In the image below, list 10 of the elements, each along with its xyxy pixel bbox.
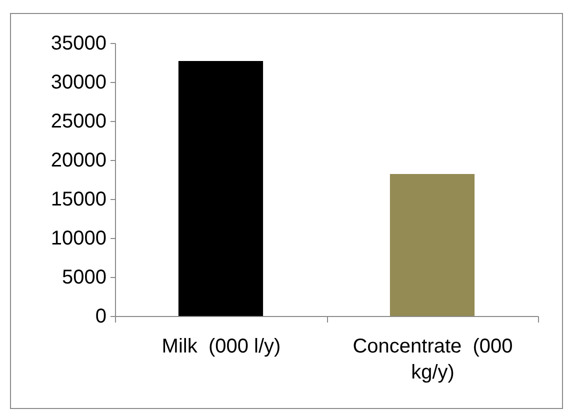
y-tick-label: 20000 bbox=[50, 150, 106, 172]
y-tick-label: 5000 bbox=[62, 266, 106, 288]
y-tick-label: 35000 bbox=[50, 32, 106, 54]
y-tick-label: 0 bbox=[95, 306, 106, 328]
y-tick-label: 25000 bbox=[50, 110, 106, 132]
y-tick-label: 30000 bbox=[50, 72, 106, 94]
x-tick-label: Milk (000 l/y) bbox=[162, 336, 281, 358]
y-tick-label: 15000 bbox=[50, 188, 106, 210]
x-tick-label: Concentrate (000 kg/y) bbox=[352, 336, 513, 384]
y-tick-label: 10000 bbox=[50, 228, 106, 250]
